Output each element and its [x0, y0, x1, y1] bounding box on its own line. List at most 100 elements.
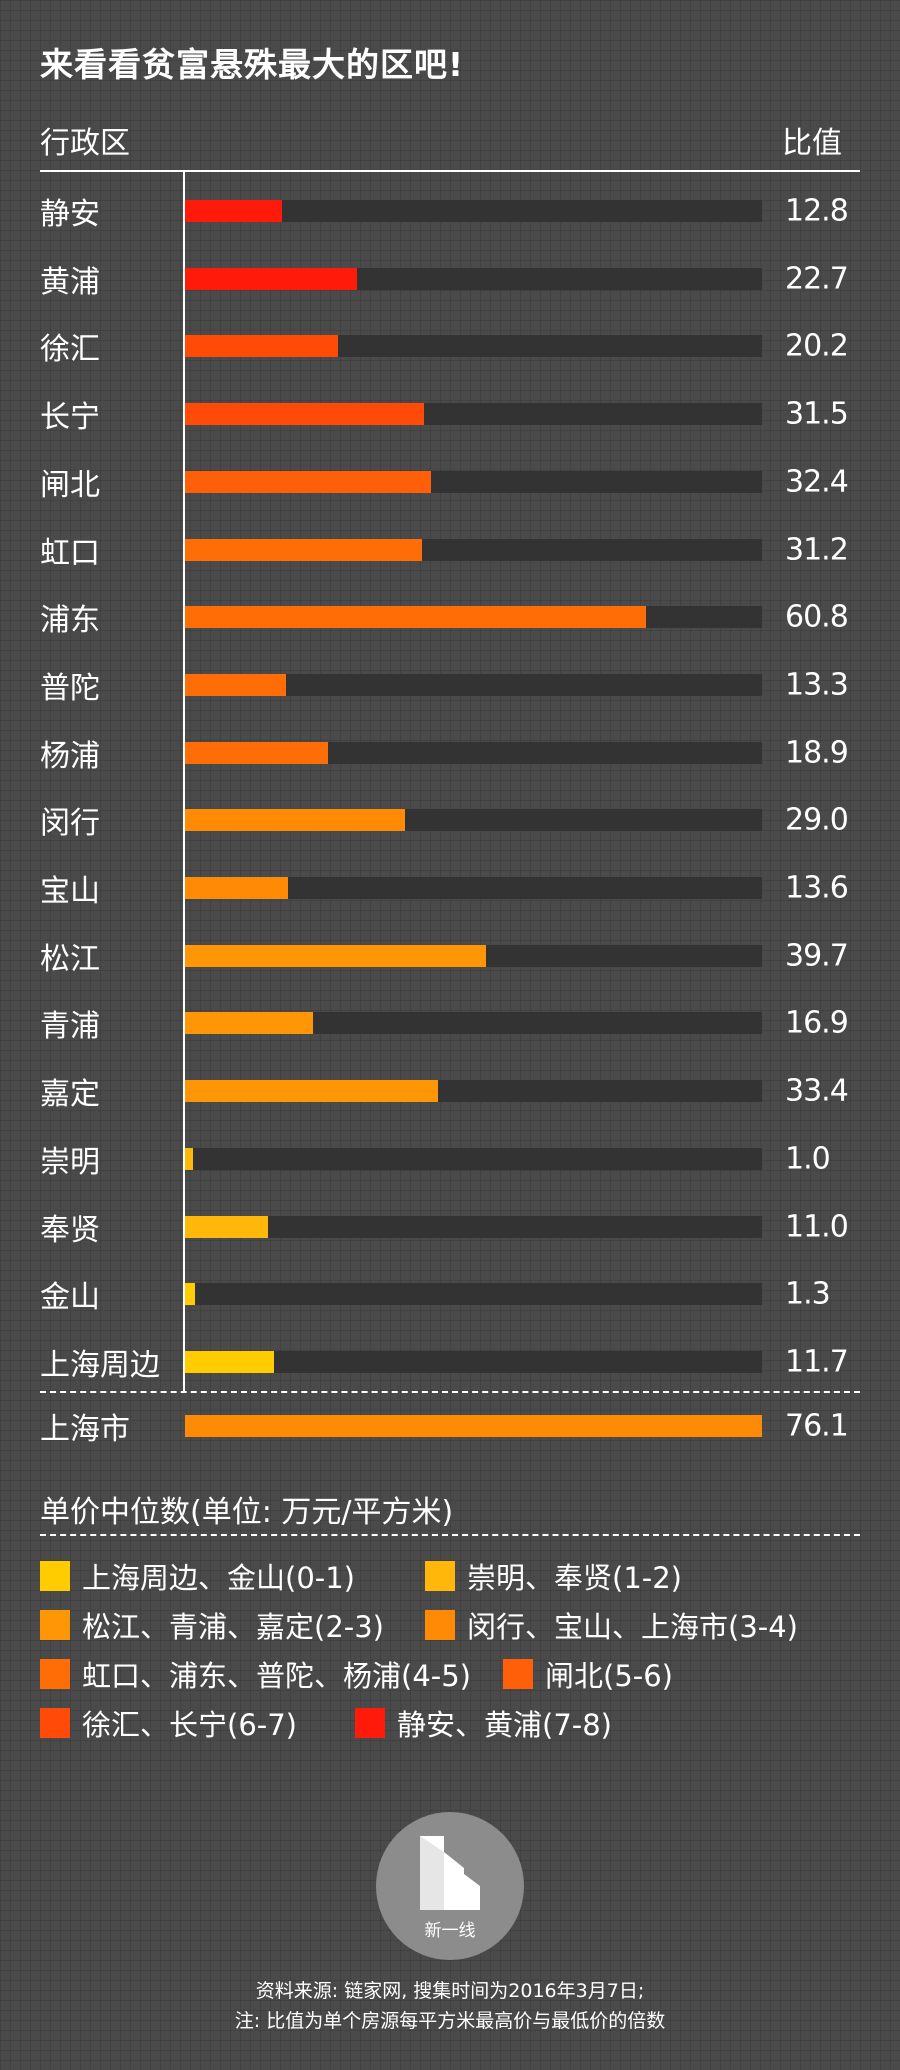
legend-item: 上海周边、金山(0-1): [40, 1558, 355, 1595]
category-label: 杨浦: [40, 738, 100, 774]
bar-track: [185, 1147, 762, 1170]
legend-label: 虹口、浦东、普陀、杨浦(4-5): [82, 1659, 471, 1693]
bar-track: [185, 267, 762, 290]
value-label: 16.9: [785, 1005, 849, 1041]
category-label: 闸北: [40, 467, 100, 503]
bar-row: 嘉定 33.4: [0, 1057, 900, 1125]
bar: [185, 809, 405, 832]
category-label: 青浦: [40, 1009, 100, 1045]
legend-divider: [40, 1534, 860, 1536]
value-label: 33.4: [785, 1073, 849, 1109]
legend-label: 徐汇、长宁(6-7): [82, 1708, 297, 1742]
bar-row: 金山 1.3: [0, 1260, 900, 1328]
category-label: 宝山: [40, 874, 100, 909]
legend-label: 崇明、奉贤(1-2): [467, 1561, 682, 1595]
bar: [185, 877, 289, 899]
bar-row: 崇明 1.0: [0, 1125, 900, 1193]
value-label: 76.1: [785, 1408, 849, 1444]
value-label: 20.2: [785, 328, 849, 364]
bar-track: [185, 1215, 762, 1238]
bar: [185, 1147, 193, 1170]
value-label: 32.4: [785, 464, 849, 500]
bar: [185, 1283, 195, 1306]
category-label: 徐汇: [40, 332, 100, 368]
value-label: 18.9: [785, 735, 849, 771]
bar: [185, 200, 283, 222]
bar-row: 黄浦 22.7: [0, 245, 900, 313]
legend-swatch: [40, 1610, 70, 1640]
bar-track: [185, 1350, 762, 1373]
bar-row: 虹口 31.2: [0, 516, 900, 584]
legend-item: 松江、青浦、嘉定(2-3): [40, 1607, 384, 1644]
category-label: 普陀: [40, 670, 100, 706]
category-label: 上海市: [40, 1412, 130, 1447]
category-label: 上海周边: [40, 1347, 160, 1383]
bar: [185, 335, 339, 358]
bar-row: 普陀 13.3: [0, 651, 900, 719]
bar-row: 青浦 16.9: [0, 989, 900, 1057]
category-label: 浦东: [40, 603, 100, 639]
category-label: 金山: [40, 1280, 100, 1316]
category-label: 黄浦: [40, 264, 100, 300]
bar: [185, 1415, 762, 1437]
chart-title: 来看看贫富悬殊最大的区吧!: [40, 45, 465, 84]
value-label: 13.6: [785, 870, 849, 906]
category-label: 闵行: [40, 806, 100, 842]
bar-track: [185, 877, 762, 899]
bar-track: [185, 1283, 762, 1306]
bar-track: [185, 606, 762, 629]
legend-swatch: [40, 1659, 70, 1689]
bar-row: 静安 12.8: [0, 177, 900, 245]
bar-track: [185, 470, 762, 493]
bar-row: 长宁 31.5: [0, 380, 900, 448]
bar: [185, 1012, 314, 1035]
value-label: 60.8: [785, 599, 849, 635]
legend-item: 虹口、浦东、普陀、杨浦(4-5): [40, 1656, 471, 1693]
bar-row: 上海市 76.1: [0, 1392, 900, 1460]
value-label: 12.8: [785, 193, 849, 229]
column-header-district: 行政区: [40, 126, 130, 161]
column-header-ratio: 比值: [782, 126, 842, 161]
bar-track: [185, 809, 762, 832]
bar: [185, 1215, 269, 1238]
bar-track: [185, 200, 762, 222]
bar: [185, 470, 431, 493]
value-label: 31.5: [785, 396, 849, 432]
bar: [185, 606, 646, 629]
category-label: 松江: [40, 941, 100, 977]
value-label: 1.0: [785, 1141, 831, 1177]
legend-label: 闵行、宝山、上海市(3-4): [467, 1610, 798, 1644]
legend-swatch: [503, 1659, 533, 1689]
source-note: 资料来源: 链家网, 搜集时间为2016年3月7日;: [255, 1980, 645, 2002]
category-label: 崇明: [40, 1144, 100, 1180]
bar: [185, 944, 486, 967]
category-label: 嘉定: [40, 1077, 100, 1113]
bar: [185, 741, 329, 764]
legend-swatch: [40, 1708, 70, 1738]
bar-row: 上海周边 11.7: [0, 1328, 900, 1396]
bar-row: 闵行 29.0: [0, 786, 900, 854]
bar-track: [185, 1080, 762, 1103]
value-label: 13.3: [785, 667, 849, 703]
legend-label: 上海周边、金山(0-1): [82, 1561, 355, 1595]
bar-track: [185, 673, 762, 696]
legend-label: 松江、青浦、嘉定(2-3): [82, 1610, 384, 1644]
value-label: 1.3: [785, 1276, 831, 1312]
bar-track: [185, 403, 762, 426]
bar-row: 杨浦 18.9: [0, 719, 900, 787]
value-label: 22.7: [785, 261, 849, 297]
total-divider: [40, 1391, 860, 1393]
legend-swatch: [425, 1610, 455, 1640]
bar-row: 浦东 60.8: [0, 583, 900, 651]
legend-item: 徐汇、长宁(6-7): [40, 1705, 297, 1742]
ratio-note: 注: 比值为单个房源每平方米最高价与最低价的倍数: [234, 2010, 666, 2032]
bar-row: 松江 39.7: [0, 922, 900, 990]
bar-row: 奉贤 11.0: [0, 1193, 900, 1261]
bar-track: [185, 335, 762, 358]
bar-track: [185, 944, 762, 967]
legend-swatch: [355, 1708, 385, 1738]
bar: [185, 1080, 439, 1103]
building-logo-icon: [420, 1836, 480, 1910]
bar-axis-line: [183, 170, 185, 1393]
category-label: 虹口: [40, 535, 100, 571]
